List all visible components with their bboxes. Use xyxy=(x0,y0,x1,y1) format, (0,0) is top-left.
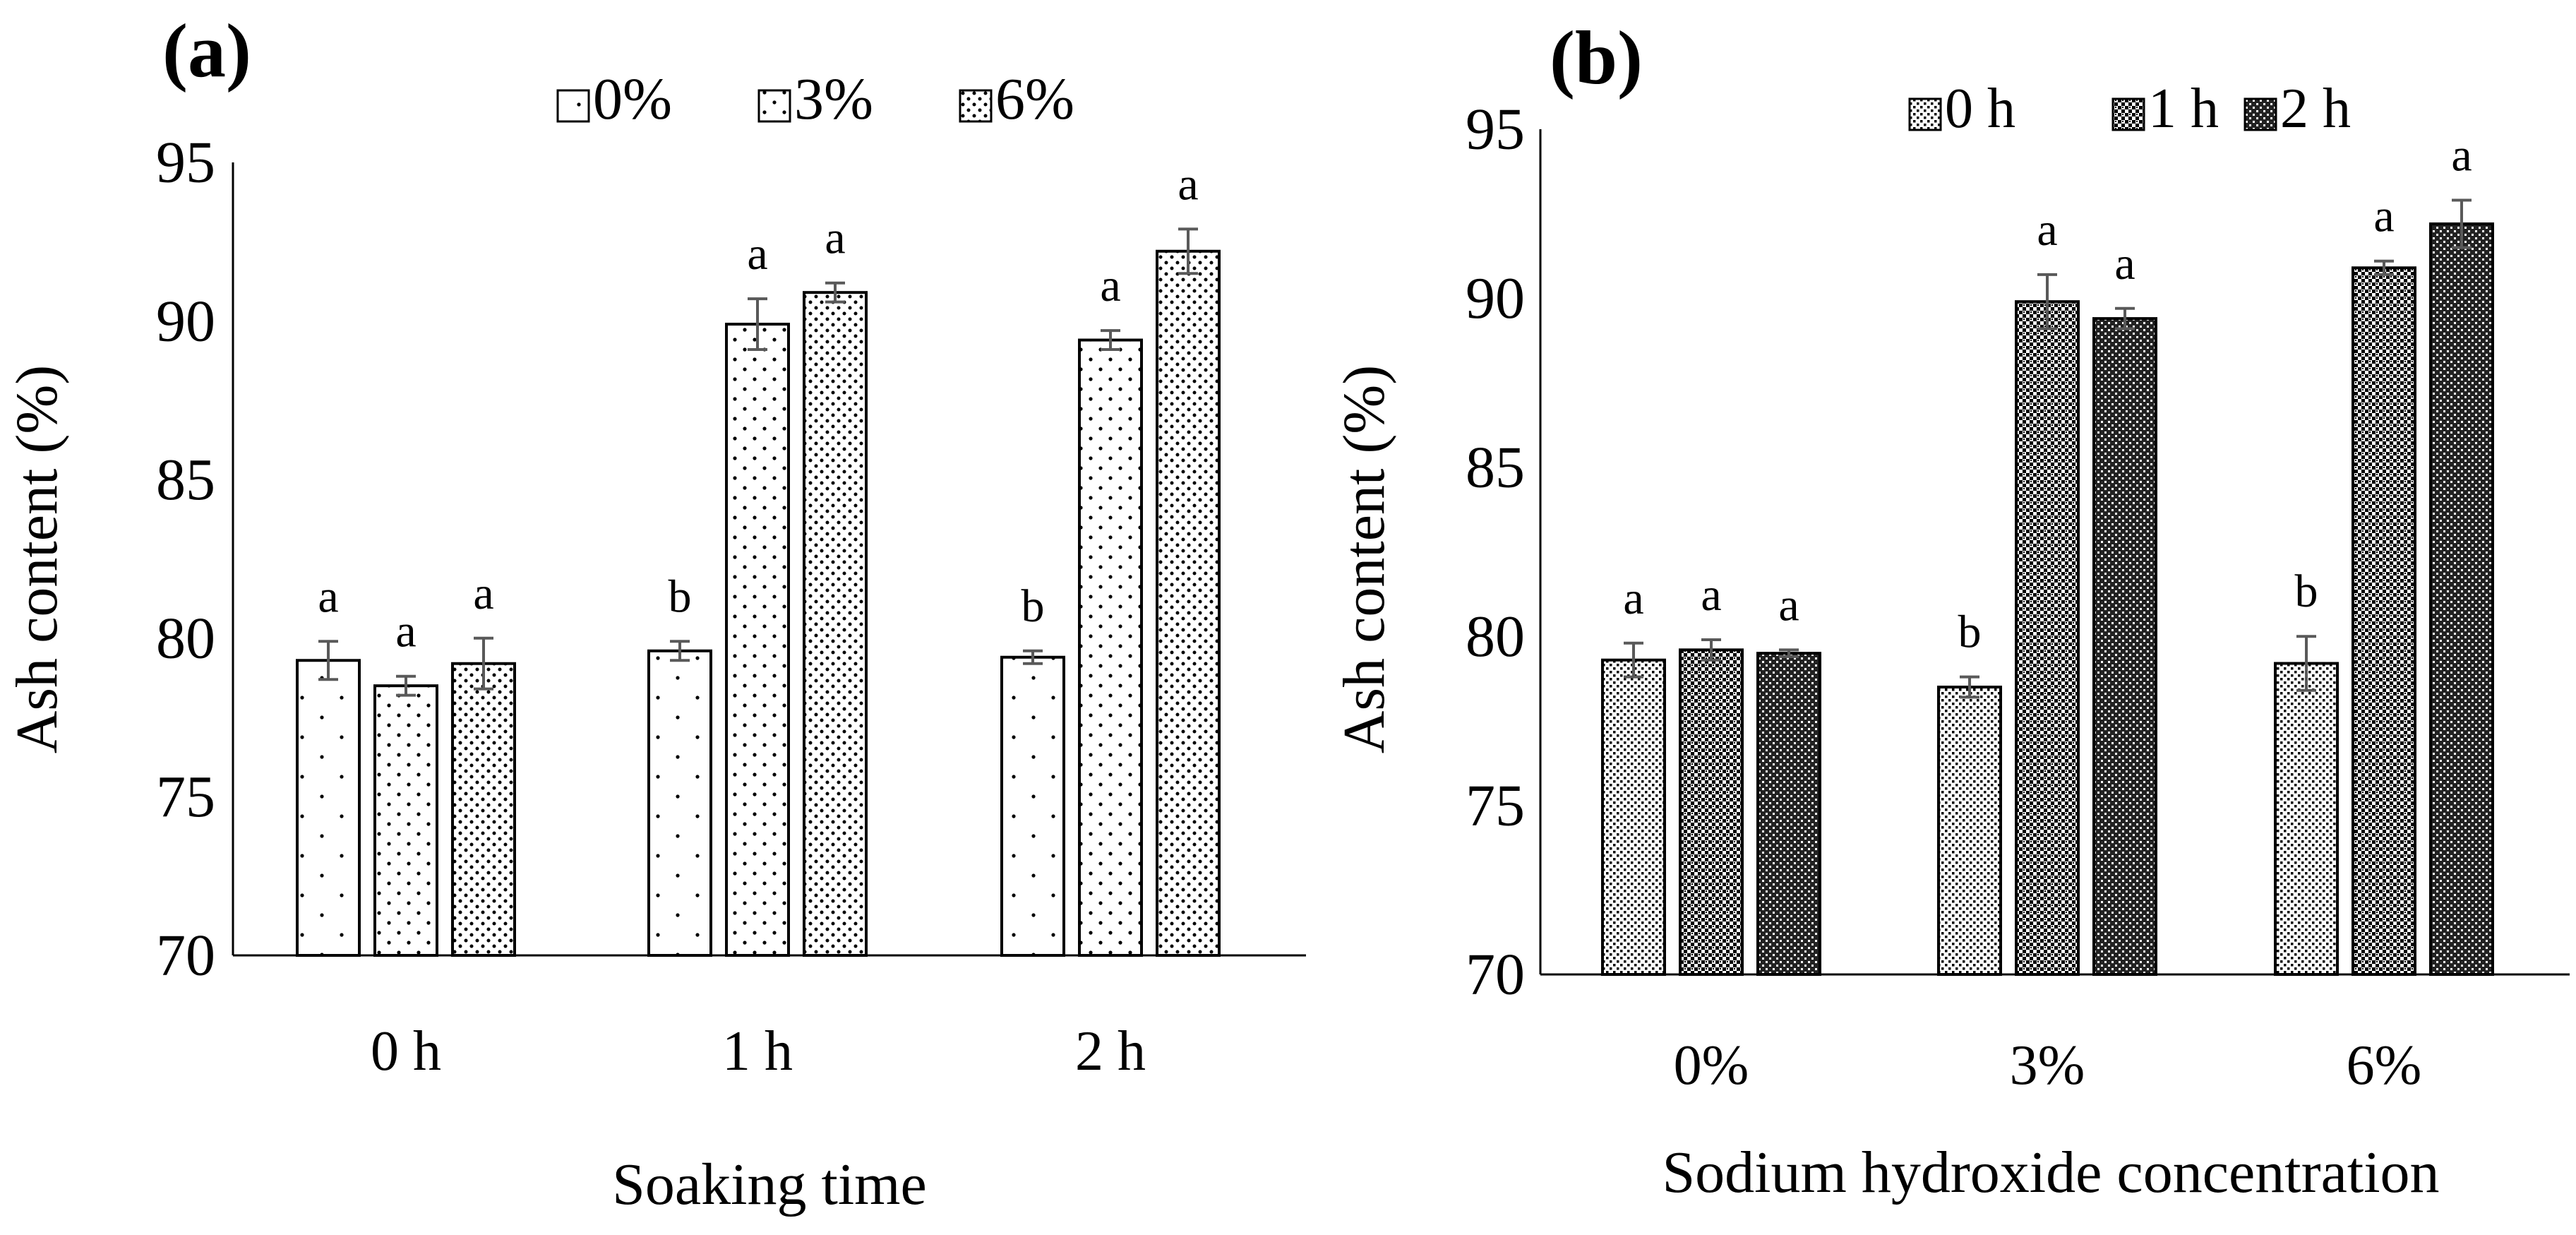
bar xyxy=(2092,317,2157,976)
legend: 0 h 1 h 2 h xyxy=(1908,78,2351,140)
error-bar xyxy=(2037,273,2057,330)
significance-letter: a xyxy=(318,571,338,622)
x-tick-label: 3% xyxy=(2010,1034,2085,1097)
bar xyxy=(1756,652,1821,976)
x-axis-title: Soaking time xyxy=(612,1152,927,1217)
legend-swatch xyxy=(2111,97,2145,131)
legend-swatch xyxy=(2243,97,2277,131)
bar xyxy=(2274,662,2339,977)
significance-letter: a xyxy=(1100,260,1120,311)
bar xyxy=(2015,300,2080,976)
y-tick-label: 85 xyxy=(156,447,215,513)
error-bar xyxy=(318,640,338,681)
significance-letter: a xyxy=(1178,158,1198,210)
legend-label: 2 h xyxy=(2280,78,2351,140)
y-tick-label: 75 xyxy=(156,764,215,830)
y-tick-label: 90 xyxy=(156,288,215,354)
legend-swatch xyxy=(959,89,993,123)
error-bar xyxy=(2374,259,2394,276)
significance-letter: b xyxy=(1022,580,1045,632)
y-tick-label: 80 xyxy=(1466,604,1525,669)
error-bar xyxy=(748,297,767,352)
error-bar xyxy=(825,281,845,304)
error-bar xyxy=(396,674,416,697)
bar xyxy=(451,662,516,957)
error-bar xyxy=(670,640,690,662)
panel-label: (a) xyxy=(162,9,251,93)
bar xyxy=(1601,658,1666,976)
y-tick-label: 90 xyxy=(1466,266,1525,331)
bar xyxy=(1078,338,1143,957)
legend: 0% 3% 6% xyxy=(556,66,1074,132)
bar xyxy=(2352,266,2416,977)
bar xyxy=(725,323,790,957)
error-bar xyxy=(1624,641,1643,679)
significance-letter: a xyxy=(2037,204,2057,256)
bar xyxy=(647,649,712,957)
significance-letter: a xyxy=(2373,191,2394,242)
bar xyxy=(1000,655,1065,957)
panel-label: (b) xyxy=(1550,16,1643,100)
y-tick-label: 70 xyxy=(1466,942,1525,1008)
y-axis-title: Ash content (%) xyxy=(1331,365,1397,754)
x-tick-label: 6% xyxy=(2347,1034,2422,1097)
significance-letter: a xyxy=(747,228,767,280)
legend-label: 0 h xyxy=(1945,78,2015,140)
y-tick-label: 85 xyxy=(1466,435,1525,501)
significance-letter: b xyxy=(2295,566,2318,617)
legend-swatch xyxy=(1908,97,1942,131)
significance-letter: a xyxy=(2451,130,2472,181)
significance-letter: b xyxy=(669,571,692,622)
significance-letter: a xyxy=(1778,579,1799,631)
y-tick-label: 95 xyxy=(1466,97,1525,162)
y-axis-title: Ash content (%) xyxy=(4,365,70,754)
y-tick-label: 80 xyxy=(156,606,215,672)
y-tick-label: 75 xyxy=(1466,772,1525,838)
legend-swatch xyxy=(556,89,590,123)
y-tick-label: 95 xyxy=(156,130,215,196)
legend-label: 1 h xyxy=(2148,78,2219,140)
significance-letter: a xyxy=(1623,573,1643,624)
significance-letter: a xyxy=(395,606,416,657)
error-bar xyxy=(1023,649,1043,665)
significance-letter: b xyxy=(1958,607,1982,658)
x-axis-title: Sodium hydroxide concentration xyxy=(1662,1140,2439,1205)
x-tick-label: 1 h xyxy=(722,1020,793,1082)
x-tick-label: 0% xyxy=(1674,1034,1749,1097)
error-bar xyxy=(2296,635,2316,692)
legend-label: 6% xyxy=(995,66,1074,132)
y-tick-label: 70 xyxy=(156,923,215,989)
error-bar xyxy=(2115,306,2135,330)
bar xyxy=(1679,648,1744,976)
bar xyxy=(373,684,438,957)
error-bar xyxy=(1779,648,1799,658)
x-tick-label: 2 h xyxy=(1075,1020,1146,1082)
bar xyxy=(1156,249,1221,957)
legend-label: 0% xyxy=(593,66,672,132)
bar xyxy=(2429,222,2494,977)
error-bar xyxy=(1960,675,1979,699)
bar xyxy=(1937,686,2002,977)
error-bar xyxy=(1178,227,1198,275)
significance-letter: a xyxy=(1701,569,1721,621)
bar xyxy=(296,659,361,957)
significance-letter: a xyxy=(2114,238,2135,290)
error-bar xyxy=(474,636,493,691)
chart-panel-a: (a) 70 75 80 85 90 95 0 h 1 h 2 h Soaking time Ash … xyxy=(4,9,1306,1217)
error-bar xyxy=(2452,198,2472,249)
significance-letter: a xyxy=(825,213,845,264)
chart-panel-b: (b) 70 75 80 85 90 95 0% 3% 6% Sodium hydroxide co… xyxy=(1331,16,2570,1205)
significance-letter: a xyxy=(473,568,493,619)
bar xyxy=(803,291,868,957)
error-bar xyxy=(1701,638,1721,662)
legend-swatch xyxy=(757,89,791,123)
x-tick-label: 0 h xyxy=(371,1020,441,1082)
legend-label: 3% xyxy=(794,66,873,132)
error-bar xyxy=(1101,329,1120,352)
